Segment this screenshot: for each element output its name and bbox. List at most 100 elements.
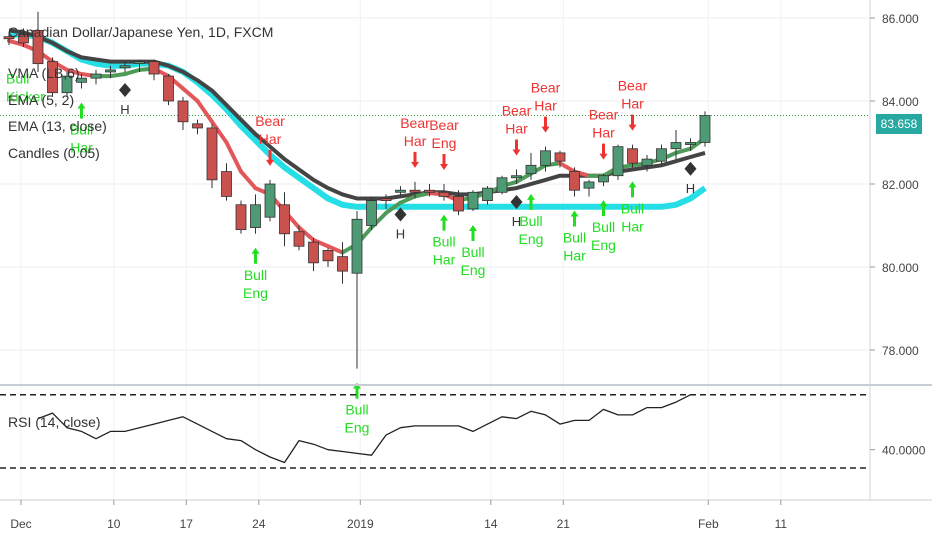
candle-body <box>235 204 247 231</box>
candle-body <box>76 77 87 83</box>
candle-body <box>453 196 464 212</box>
candle-body <box>308 241 319 264</box>
x-tick-label: 10 <box>107 517 121 531</box>
candle-body <box>32 30 44 65</box>
bear-label: Eng <box>432 135 457 151</box>
candle-body <box>177 100 189 123</box>
legend-ema5[interactable]: EMA (5, 2) <box>8 91 75 108</box>
bear-label: Bear <box>531 80 561 96</box>
bull-label: Har <box>563 247 586 263</box>
legend-candles[interactable]: Candles (0.05) <box>8 144 100 161</box>
bull-label: Bull <box>621 200 644 216</box>
ema5-segment <box>65 67 84 77</box>
candle-body <box>656 148 667 162</box>
x-tick-label: 17 <box>180 517 194 531</box>
candle-body <box>192 123 203 129</box>
bull-label: Eng <box>243 285 268 301</box>
candle-body <box>409 189 421 193</box>
candle-body <box>569 171 580 191</box>
chart-title: Canadian Dollar/Japanese Yen, 1D, FXCM <box>8 24 274 40</box>
bull-label: Kicker <box>6 89 45 105</box>
bear-label: Har <box>592 125 615 141</box>
candle-body <box>424 189 435 193</box>
y-tick-label: 80.000 <box>882 261 919 275</box>
candle-body <box>221 171 232 197</box>
y-tick-label: 82.000 <box>882 178 919 192</box>
bull-arrow <box>469 224 477 241</box>
candle-body <box>264 183 276 218</box>
ema5-segment <box>108 72 127 79</box>
harami-diamond <box>394 207 407 222</box>
ema5-segment <box>384 200 403 216</box>
bear-label: Har <box>259 131 282 147</box>
candle-body <box>18 34 29 44</box>
rsi-tick-label: 40.0000 <box>882 444 926 458</box>
x-tick-label: Dec <box>10 517 31 531</box>
bull-label: Bull <box>6 71 29 87</box>
indicator-legend: VMA (LB,6) EMA (5, 2) EMA (13, close) Ca… <box>8 60 107 166</box>
ema5-segment <box>210 119 229 145</box>
ema5-segment <box>398 194 417 205</box>
bull-label: Bull <box>432 234 455 250</box>
candle-body <box>119 65 131 69</box>
ema5-segment <box>326 244 345 255</box>
rsi-title[interactable]: RSI (14, close) <box>8 414 101 430</box>
y-tick-label: 86.000 <box>882 12 919 26</box>
bull-label: Har <box>433 252 456 268</box>
ema5-segment <box>413 191 432 199</box>
bear-label: Har <box>621 96 644 112</box>
candle-body <box>134 61 145 65</box>
bull-label: Bull <box>461 244 484 260</box>
rsi-pane <box>0 394 870 469</box>
x-tick-label: Feb <box>698 517 719 531</box>
ema5-segment <box>7 38 26 47</box>
legend-ema13[interactable]: EMA (13, close) <box>8 118 107 134</box>
x-tick-label: 24 <box>252 517 266 531</box>
bear-arrow <box>599 143 608 160</box>
rsi-line <box>37 394 691 464</box>
bear-arrow <box>411 151 419 168</box>
bear-arrow <box>440 154 448 170</box>
ema5-segment <box>181 86 200 103</box>
harami-diamond <box>684 161 697 176</box>
candle-body <box>3 36 15 40</box>
candle-body <box>61 75 73 94</box>
ema5-segment <box>123 67 142 77</box>
bull-arrow <box>527 193 535 210</box>
bear-label: Har <box>404 133 427 149</box>
bear-label: Har <box>505 120 528 136</box>
bear-label: Bear <box>429 117 459 133</box>
candle-body <box>105 69 116 73</box>
candle-body <box>322 249 334 262</box>
bull-arrow <box>251 247 260 264</box>
harami-label: H <box>120 102 129 117</box>
candle-body <box>279 204 290 235</box>
bull-label: Eng <box>461 262 486 278</box>
bull-label: Bull <box>70 122 93 138</box>
candle-body <box>438 191 450 197</box>
candle-body <box>598 175 609 183</box>
candle-body <box>351 218 363 274</box>
harami-label: H <box>396 226 405 241</box>
y-tick-label: 84.000 <box>882 95 919 109</box>
candle-body <box>525 164 537 175</box>
axes: 86.000 84.000 82.000 80.000 78.000 Dec 10 17 24 2… <box>0 0 932 531</box>
bull-label: Har <box>621 218 644 234</box>
legend-vma[interactable]: VMA (LB,6) <box>8 65 80 81</box>
candle-body <box>482 187 493 201</box>
candle-body <box>90 73 102 79</box>
bull-label: Eng <box>519 231 544 247</box>
grid <box>0 0 870 500</box>
y-tick-label: 78.000 <box>882 344 919 358</box>
bull-arrow <box>628 181 637 198</box>
candle-body <box>163 75 174 102</box>
candle-body <box>670 142 682 150</box>
candle-body <box>627 148 638 164</box>
candle-body <box>47 61 58 94</box>
ema5-segment <box>514 171 533 184</box>
candle-body <box>206 127 218 181</box>
bear-arrow <box>512 139 521 156</box>
x-tick-label: 2019 <box>347 517 374 531</box>
ema5-segment <box>674 146 693 155</box>
